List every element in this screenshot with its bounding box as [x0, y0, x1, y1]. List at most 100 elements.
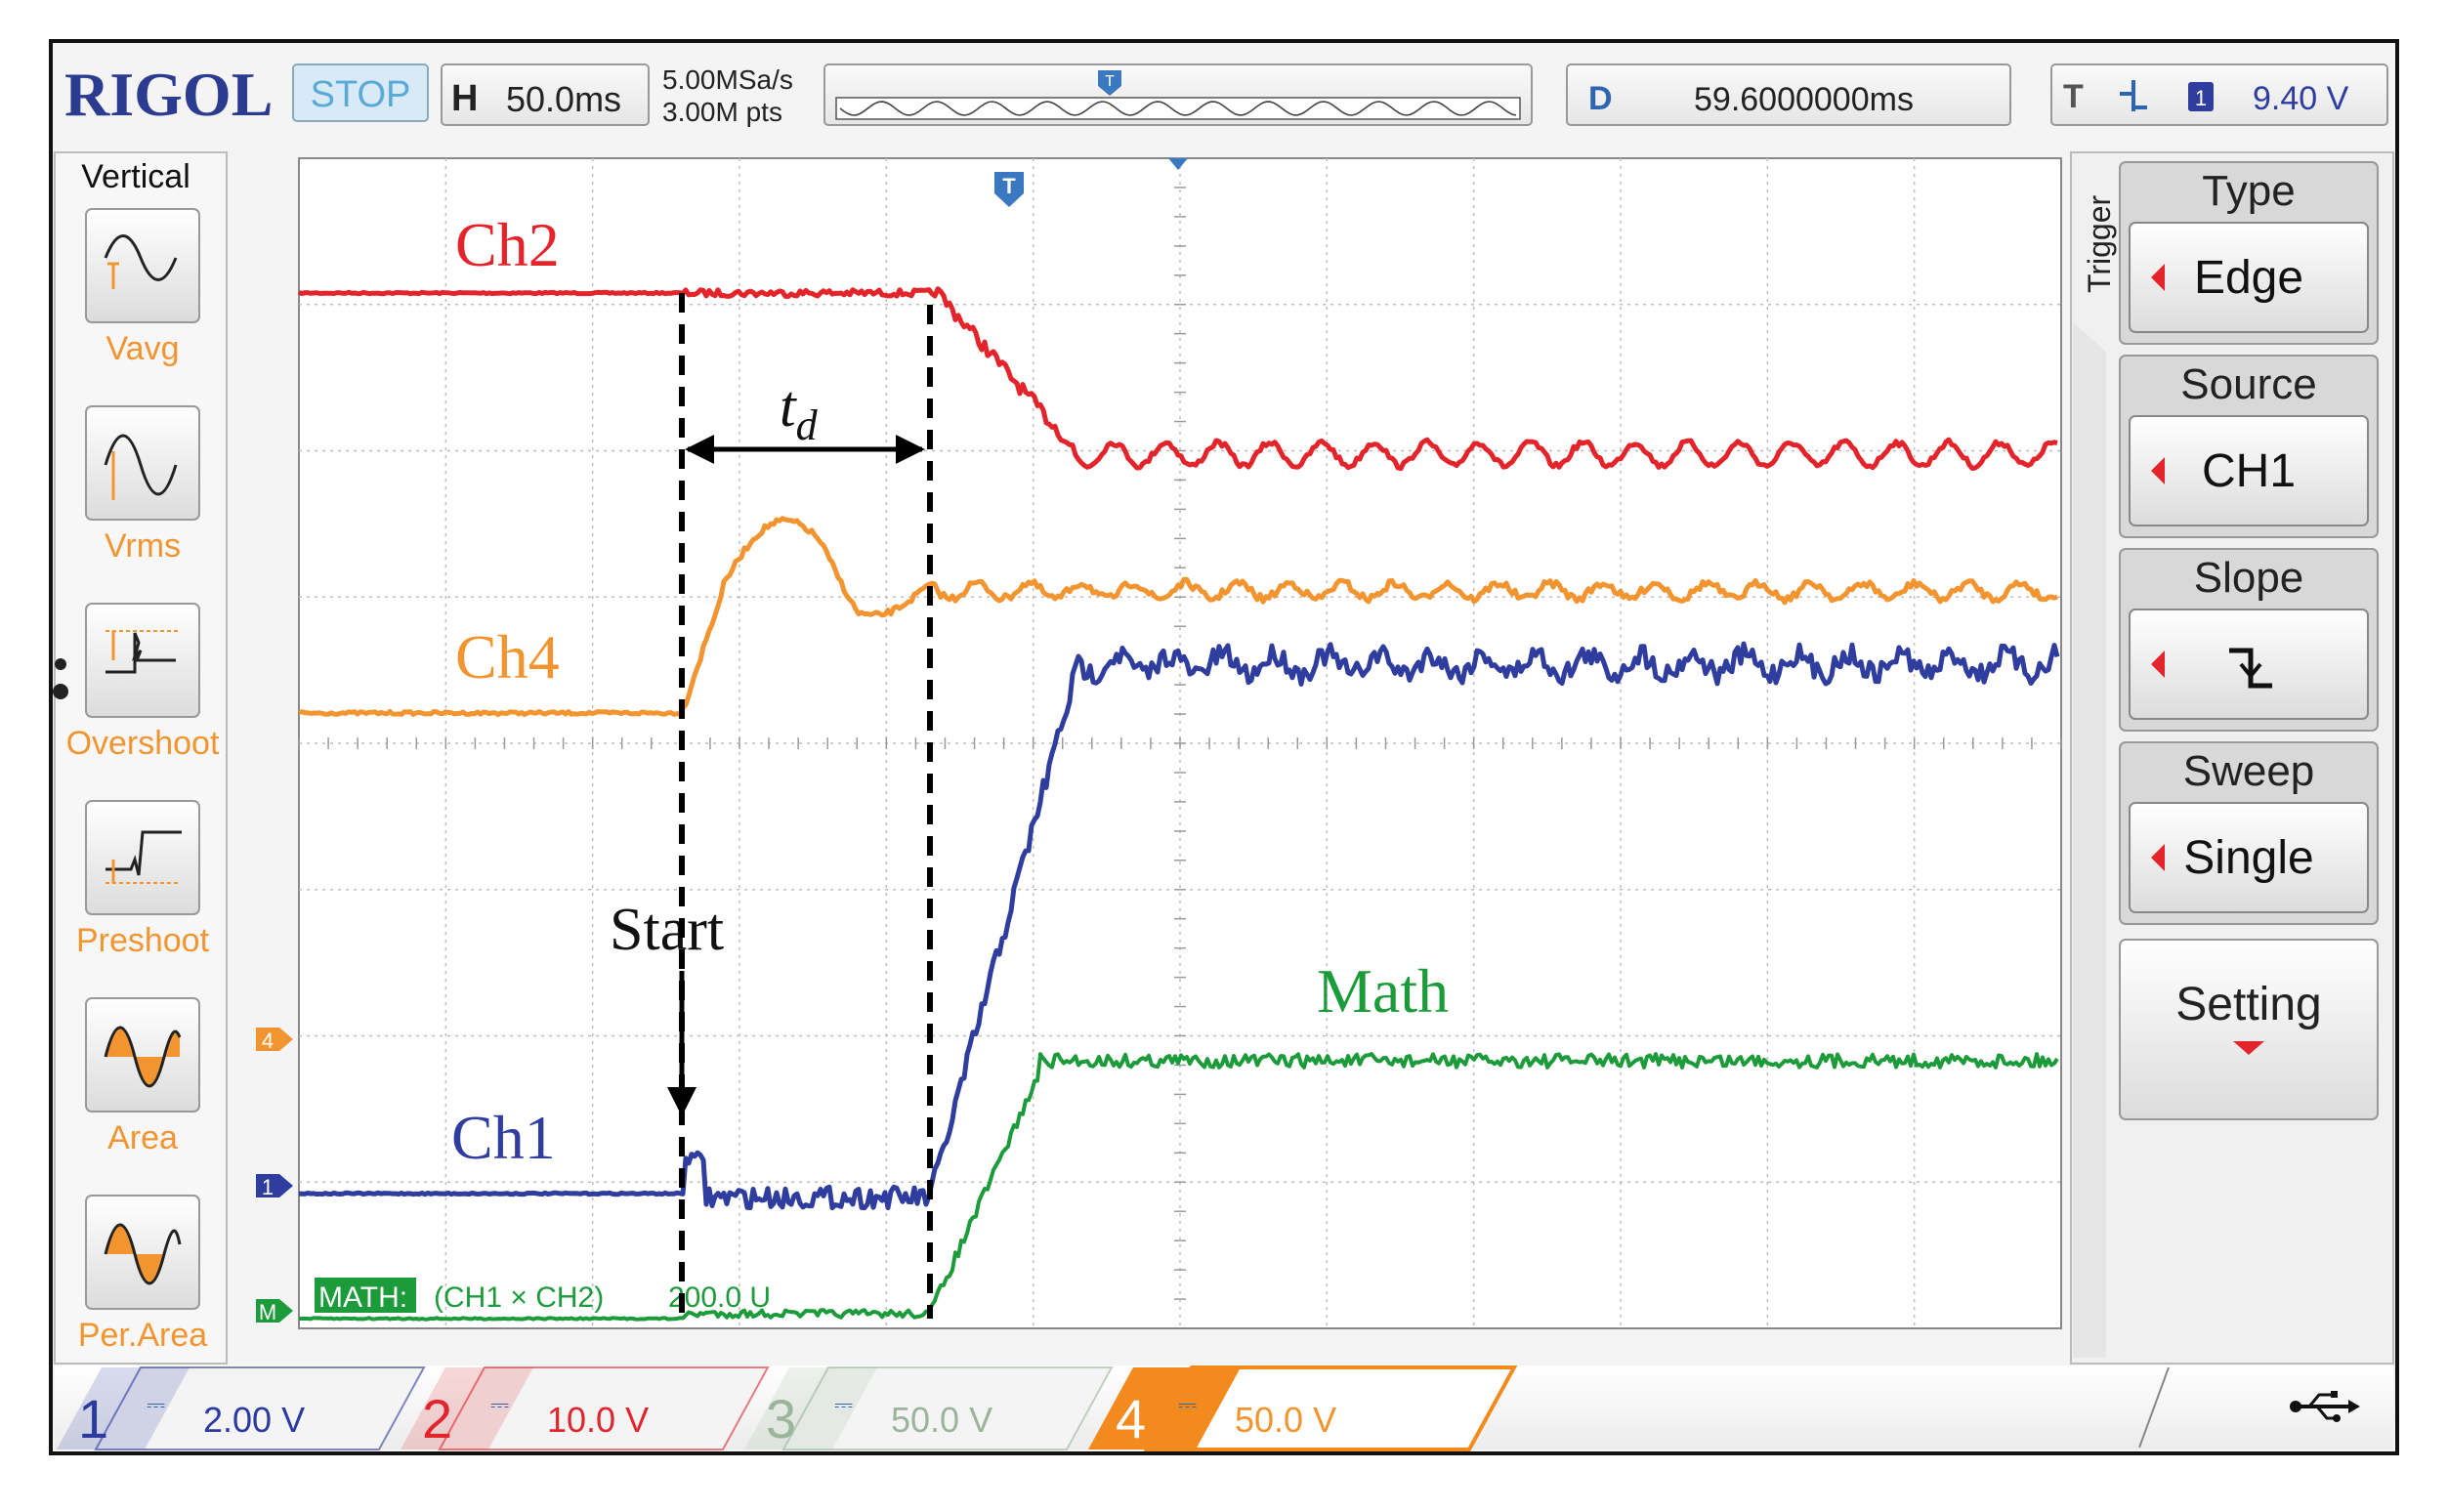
- usb-icon: [2290, 1391, 2360, 1422]
- sine-average-icon: [104, 234, 178, 289]
- trigger-menu-label: Sweep: [2183, 747, 2315, 795]
- trigger-menu-label: Source: [2180, 360, 2316, 408]
- trigger-slope-button[interactable]: Slope: [2119, 548, 2379, 732]
- channel-4-tab[interactable]: 4 ⎓ 50.0 V: [1088, 1365, 1518, 1451]
- trigger-channel-badge: [2188, 82, 2214, 111]
- trigger-setting-button[interactable]: Setting: [2119, 939, 2379, 1120]
- channel-1-tab[interactable]: 1 ⎓ 2.00 V: [57, 1366, 426, 1450]
- period-area-icon: [104, 1223, 182, 1285]
- svg-text:(CH1 × CH2): (CH1 × CH2): [434, 1281, 604, 1314]
- math-offset-marker: M: [256, 1299, 293, 1324]
- trigger-key: T: [2063, 78, 2084, 115]
- waveform-area: T T 4 1 M MATH: (CH1 × CH2) 200.0 U Ch2: [256, 157, 2114, 1329]
- ch4-offset-marker: 4: [256, 1028, 293, 1053]
- sine-rms-icon: [104, 434, 178, 500]
- channel-scale: 50.0 V: [891, 1400, 992, 1440]
- falling-edge-icon: [2229, 648, 2272, 689]
- trigger-source-button[interactable]: Source CH1: [2119, 355, 2379, 538]
- falling-edge-small-icon: [2120, 80, 2147, 111]
- svg-text:1: 1: [262, 1175, 274, 1199]
- delay-box[interactable]: D 59.6000000ms: [1566, 63, 2011, 126]
- horizontal-value: 50.0ms: [506, 79, 621, 119]
- right-menu: Trigger Type Edge Source CH1 Slope Sweep Singl…: [2070, 151, 2394, 1365]
- left-menu: Vertical Vavg Vrms Overshoot Preshoot Area Pe…: [53, 151, 228, 1365]
- ch1-annotation: Ch1: [451, 1103, 556, 1172]
- left-menu-item-vavg[interactable]: Vavg: [85, 208, 200, 367]
- horizontal-key: H: [451, 78, 478, 119]
- math-annotation: Math: [1317, 956, 1449, 1026]
- channel-number: 4: [1116, 1388, 1146, 1449]
- svg-text:T: T: [1002, 174, 1016, 198]
- menu-arrow-icon: [2151, 457, 2165, 484]
- left-menu-item-vrms[interactable]: Vrms: [85, 405, 200, 565]
- channel-scale: 50.0 V: [1235, 1400, 1336, 1440]
- trigger-menu-value: Single: [2183, 832, 2313, 884]
- ch1-trace: [298, 641, 2060, 1211]
- left-menu-label: Preshoot: [76, 922, 210, 959]
- math-label: MATH: (CH1 × CH2) 200.0 U: [315, 1278, 771, 1314]
- math-trace: [298, 1052, 2059, 1322]
- left-menu-label: Vavg: [106, 330, 180, 367]
- channel-number: 1: [78, 1388, 108, 1449]
- trigger-status-box[interactable]: T 1 9.40 V: [2050, 63, 2388, 126]
- left-menu-item-preshoot[interactable]: Preshoot: [76, 800, 210, 959]
- svg-text:200.0 U: 200.0 U: [668, 1281, 771, 1314]
- left-menu-label: Vrms: [105, 527, 181, 565]
- left-menu-title: Vertical: [81, 158, 190, 195]
- graticule: [298, 157, 2062, 1328]
- run-stop-button[interactable]: STOP: [292, 63, 429, 122]
- svg-text:M: M: [259, 1300, 276, 1324]
- ch2-trace: [298, 286, 2058, 472]
- ch2-annotation: Ch2: [455, 210, 560, 279]
- trigger-level: 9.40 V: [2253, 80, 2349, 117]
- svg-text:4: 4: [262, 1029, 274, 1053]
- dc-coupling-icon: ⎓: [490, 1392, 509, 1418]
- menu-arrow-icon: [2151, 264, 2165, 291]
- memory-overview[interactable]: T: [823, 63, 1533, 126]
- channel-scale: 2.00 V: [203, 1400, 305, 1440]
- trigger-menu-label: Slope: [2194, 554, 2304, 602]
- memory-depth: 3.00M pts: [662, 97, 782, 127]
- left-menu-label: Overshoot: [66, 725, 220, 762]
- menu-arrow-icon: [2151, 844, 2165, 871]
- brand-logo: RIGOL: [64, 60, 273, 129]
- dc-coupling-icon: ⎓: [834, 1392, 853, 1418]
- left-menu-item-overshoot[interactable]: Overshoot: [66, 603, 220, 762]
- svg-text:T: T: [1105, 73, 1115, 90]
- trigger-sweep-button[interactable]: Sweep Single: [2119, 741, 2379, 925]
- scroll-dot: [55, 658, 66, 670]
- svg-text:MATH:: MATH:: [318, 1281, 407, 1314]
- trigger-menu-value: Edge: [2194, 252, 2303, 304]
- header-bar: RIGOL STOP H 50.0ms 5.00MSa/s 3.00M pts …: [64, 60, 2388, 129]
- left-menu-item-per-area[interactable]: Per.Area: [78, 1195, 207, 1354]
- ch4-trace: [298, 516, 2058, 717]
- right-menu-title: Trigger: [2082, 194, 2117, 293]
- trigger-position-marker: T: [994, 172, 1024, 207]
- preshoot-icon: [106, 830, 182, 884]
- area-icon: [104, 1026, 182, 1088]
- ch1-offset-marker: 1: [256, 1174, 293, 1199]
- delay-key: D: [1588, 80, 1613, 117]
- left-menu-item-area[interactable]: Area: [85, 997, 200, 1156]
- left-menu-label: Per.Area: [78, 1317, 207, 1354]
- trigger-position-icon: T: [1098, 70, 1121, 96]
- ch4-annotation: Ch4: [455, 622, 560, 692]
- dc-coupling-icon: ⎓: [147, 1392, 165, 1418]
- channel-3-tab[interactable]: 3 ⎓ 50.0 V: [744, 1366, 1114, 1450]
- trigger-menu-label: Type: [2202, 167, 2295, 215]
- menu-arrow-icon: [2151, 651, 2165, 678]
- channel-scale: 10.0 V: [547, 1400, 649, 1440]
- trigger-menu-value: CH1: [2202, 445, 2296, 497]
- channel-2-tab[interactable]: 2 ⎓ 10.0 V: [401, 1366, 770, 1450]
- horizontal-scale-box[interactable]: H 50.0ms: [441, 63, 650, 126]
- channel-number: 2: [422, 1388, 452, 1449]
- channel-number: 3: [766, 1388, 796, 1449]
- run-state-label: STOP: [311, 74, 411, 115]
- traces: [298, 286, 2060, 1322]
- start-annotation: Start: [610, 897, 724, 963]
- trigger-type-button[interactable]: Type Edge: [2119, 161, 2379, 345]
- scroll-dot: [53, 684, 68, 699]
- submenu-arrow-icon: [2233, 1041, 2264, 1055]
